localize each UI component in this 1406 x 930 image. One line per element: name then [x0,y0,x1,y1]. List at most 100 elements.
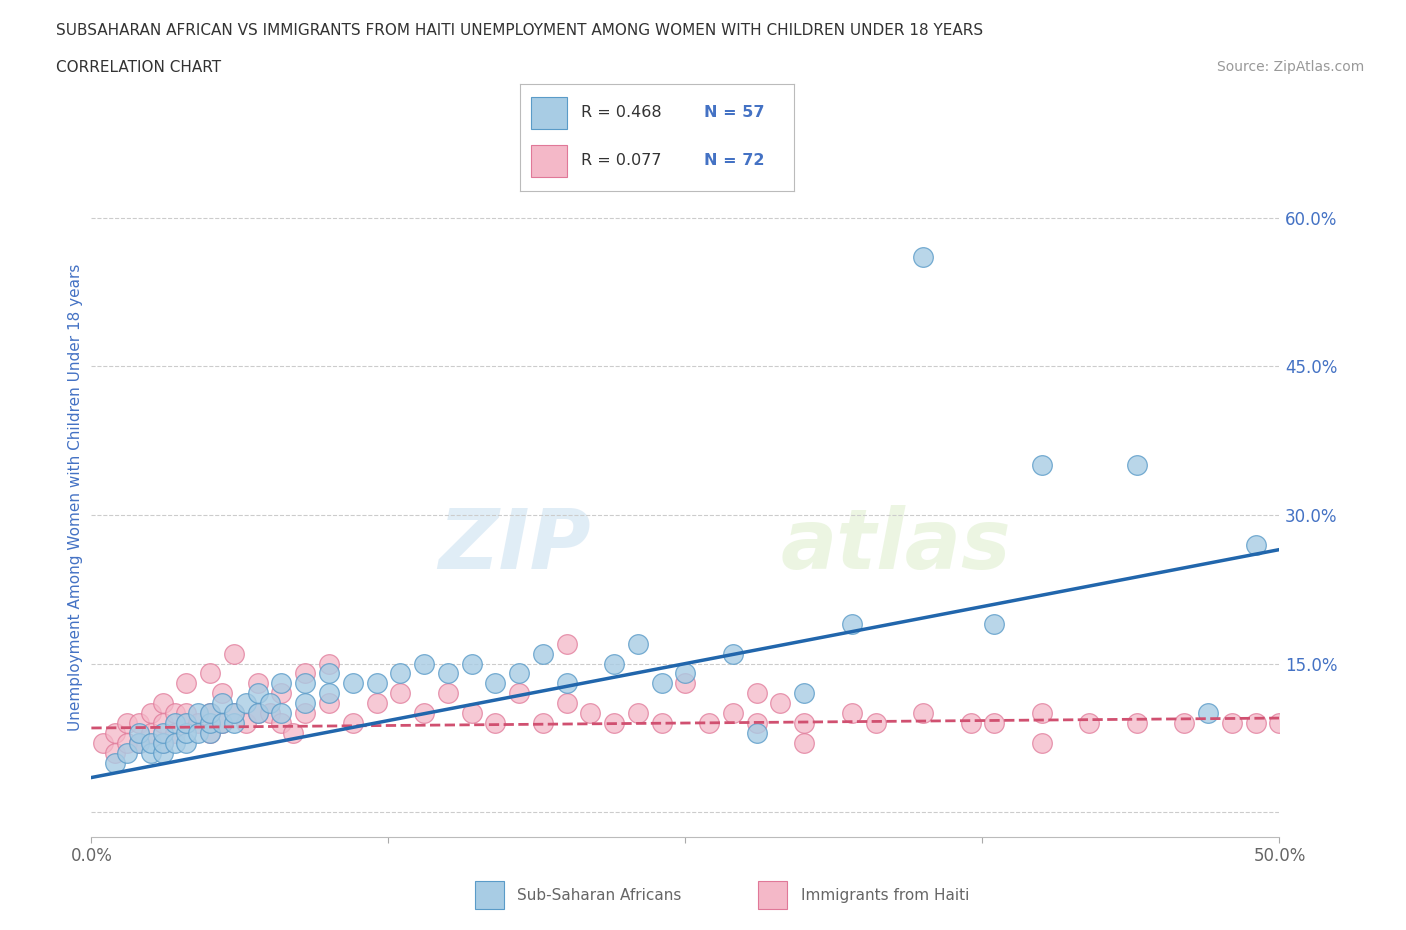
Point [1244,715,1267,730]
Point [651,715,673,730]
Text: R = 0.468: R = 0.468 [581,105,661,120]
Point [222,706,245,721]
Bar [758,882,787,910]
Point [745,725,768,740]
Point [246,676,269,691]
Bar [531,145,567,177]
Point [176,715,198,730]
Point [200,666,222,681]
Point [222,646,245,661]
Point [555,636,578,651]
Point [152,715,174,730]
Point [176,725,198,740]
Point [603,715,626,730]
Point [246,685,269,700]
Point [128,715,150,730]
Point [1126,458,1149,472]
Point [104,755,127,770]
Point [1173,715,1195,730]
Point [911,250,934,265]
Point [128,725,150,740]
Point [270,706,292,721]
Text: Sub-Saharan Africans: Sub-Saharan Africans [517,887,682,903]
Point [460,706,482,721]
Point [484,676,506,691]
Point [721,706,744,721]
Point [152,745,174,760]
Point [318,666,340,681]
Point [745,685,768,700]
Text: atlas: atlas [780,505,1011,586]
Point [115,715,138,730]
Point [246,706,269,721]
Point [603,657,626,671]
Point [176,736,198,751]
Point [721,646,744,661]
Point [200,715,222,730]
Point [342,676,364,691]
Point [555,676,578,691]
Point [1220,715,1243,730]
Point [1078,715,1101,730]
Point [211,685,233,700]
Point [270,676,292,691]
Point [389,666,412,681]
Bar [531,97,567,128]
Point [555,696,578,711]
Point [211,715,233,730]
Point [163,736,186,751]
Point [200,706,222,721]
Point [187,715,209,730]
Point [200,706,222,721]
Point [627,636,650,651]
Point [436,685,458,700]
Point [651,676,673,691]
Text: N = 72: N = 72 [704,153,765,168]
Y-axis label: Unemployment Among Women with Children Under 18 years: Unemployment Among Women with Children U… [67,264,83,731]
Point [769,696,792,711]
Point [531,715,554,730]
Point [389,685,412,700]
Point [673,666,696,681]
Point [222,715,245,730]
Point [294,666,316,681]
Point [115,736,138,751]
Point [283,725,305,740]
Point [270,685,292,700]
Point [152,736,174,751]
Point [460,657,482,671]
Point [259,696,281,711]
Point [139,706,162,721]
Point [152,725,174,740]
Point [531,646,554,661]
Point [745,715,768,730]
Point [865,715,887,730]
Point [318,657,340,671]
Point [187,725,209,740]
Text: CORRELATION CHART: CORRELATION CHART [56,60,221,75]
Point [211,696,233,711]
Point [436,666,458,681]
Point [294,696,316,711]
Point [152,736,174,751]
Point [246,706,269,721]
Point [139,736,162,751]
Point [484,715,506,730]
Point [139,745,162,760]
Point [413,706,436,721]
Point [413,657,436,671]
Point [104,725,127,740]
Point [841,706,863,721]
Point [115,745,138,760]
Point [128,736,150,751]
Point [235,696,257,711]
Point [318,696,340,711]
Point [176,706,198,721]
Point [200,725,222,740]
Point [1244,538,1267,552]
Point [211,715,233,730]
Point [139,725,162,740]
Point [508,666,530,681]
Point [793,685,815,700]
Point [104,745,127,760]
